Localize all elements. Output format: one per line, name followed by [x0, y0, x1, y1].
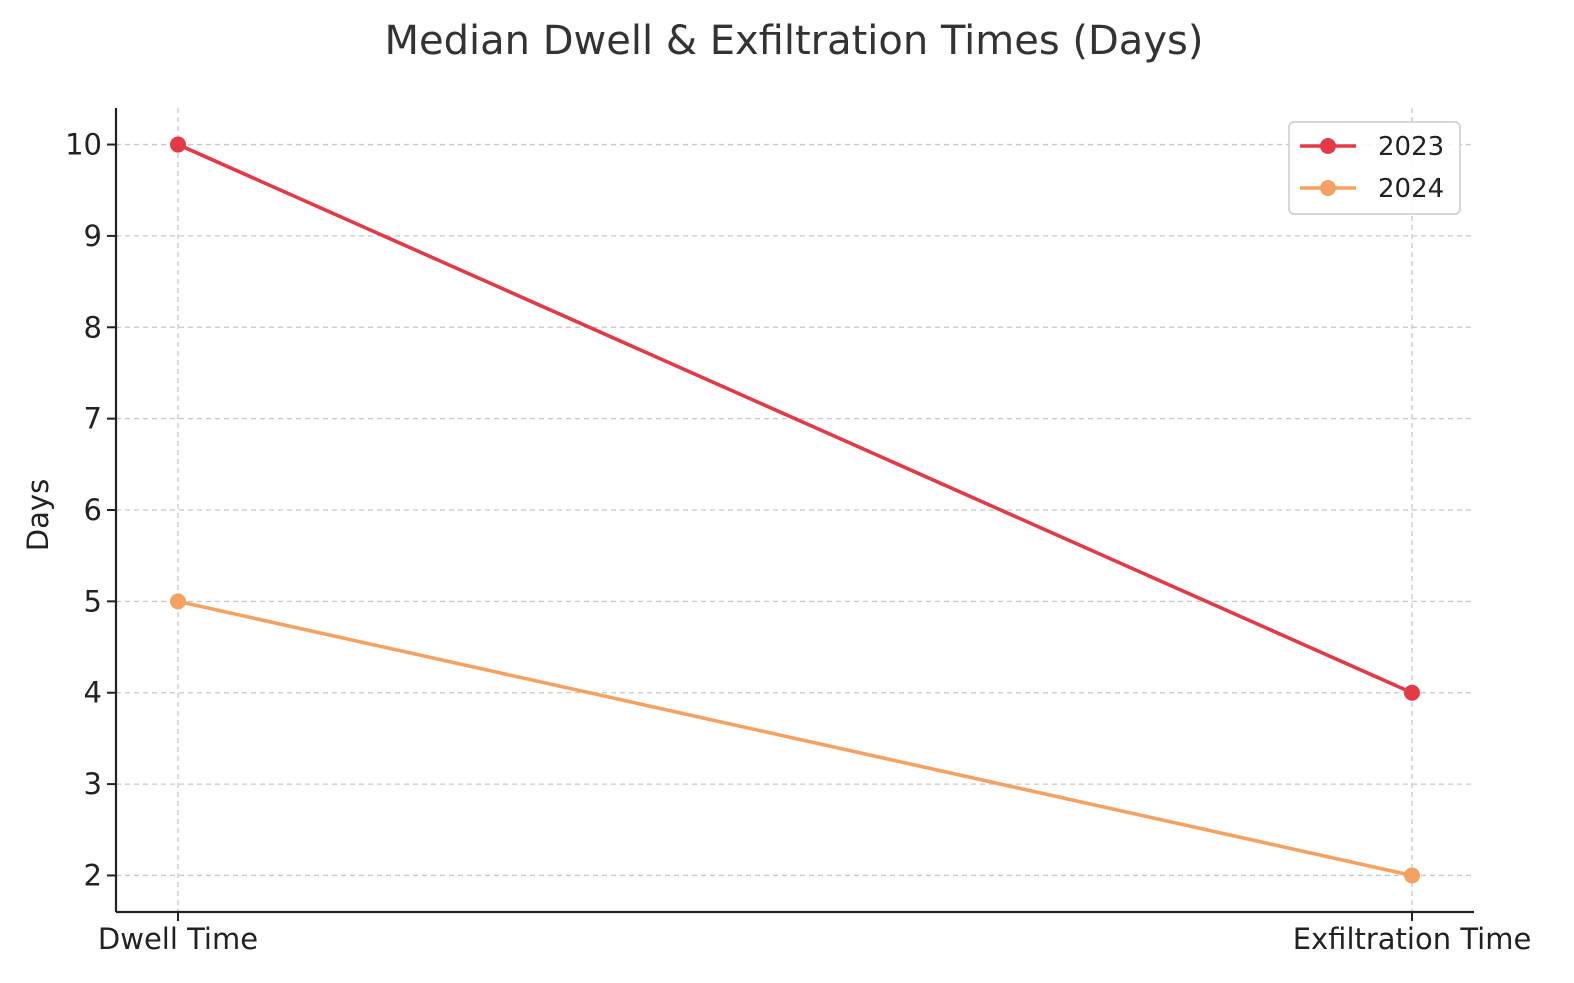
data-point-2023 — [170, 136, 186, 153]
tick-labels: 2 3 4 5 6 7 8 9 10 Dwell Time Exfiltration Time — [65, 128, 1531, 956]
data-point-2024 — [1404, 867, 1420, 884]
y-tick-label: 4 — [84, 676, 102, 710]
legend: 2023 2024 — [1288, 121, 1461, 215]
legend-marker-2024 — [1320, 180, 1336, 196]
x-tick-label: Exfiltration Time — [1293, 922, 1532, 956]
y-tick-label: 9 — [84, 219, 102, 253]
y-axis-label: Days — [21, 479, 55, 551]
series — [170, 136, 1420, 884]
y-tick-label: 10 — [65, 128, 102, 162]
data-point-2023 — [1404, 684, 1420, 701]
y-tick-label: 7 — [84, 402, 102, 436]
chart-title: Median Dwell & Exfiltration Times (Days) — [385, 18, 1204, 64]
y-tick-label: 8 — [84, 310, 102, 344]
series-line-2024 — [177, 599, 1413, 878]
legend-label-2024: 2024 — [1378, 174, 1444, 204]
legend-marker-2023 — [1320, 138, 1336, 154]
legend-label-2023: 2023 — [1378, 132, 1444, 162]
series-line-2023 — [177, 142, 1413, 695]
y-tick-label: 2 — [84, 858, 102, 892]
x-tick-label: Dwell Time — [98, 922, 258, 956]
y-tick-label: 6 — [84, 493, 102, 527]
axes — [107, 108, 1474, 921]
y-tick-label: 3 — [84, 767, 102, 801]
data-point-2024 — [170, 593, 186, 610]
y-tick-label: 5 — [84, 584, 102, 618]
grid — [116, 108, 1474, 912]
